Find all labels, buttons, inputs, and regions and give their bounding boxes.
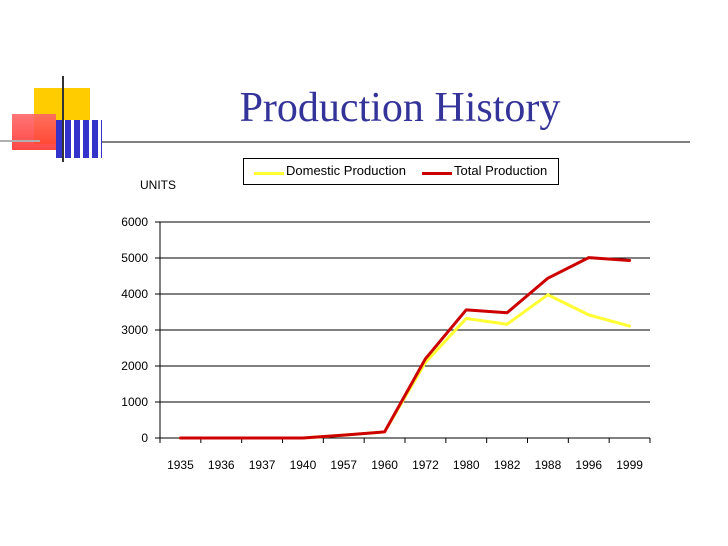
x-tick-label: 1982 xyxy=(494,458,521,472)
x-tick-label: 1936 xyxy=(208,458,235,472)
legend-label-total: Total Production xyxy=(454,163,548,178)
y-tick-label: 3000 xyxy=(121,323,148,337)
x-tick-label: 1980 xyxy=(453,458,480,472)
x-tick-label: 1960 xyxy=(371,458,398,472)
x-tick-label: 1957 xyxy=(330,458,357,472)
y-tick-label: 1000 xyxy=(121,395,148,409)
decor-vertical-line xyxy=(62,76,64,162)
x-tick-label: 1988 xyxy=(535,458,562,472)
x-tick-label: 1996 xyxy=(575,458,602,472)
page-title: Production History xyxy=(239,85,561,131)
chart-legend: Domestic Production Total Production xyxy=(243,158,559,185)
x-tick-label: 1999 xyxy=(616,458,643,472)
y-tick-label: 2000 xyxy=(121,359,148,373)
x-tick-label: 1940 xyxy=(290,458,317,472)
decor-red-square xyxy=(12,114,56,150)
y-axis-label: UNITS xyxy=(140,178,176,192)
legend-swatch-domestic xyxy=(254,172,284,175)
y-tick-label: 4000 xyxy=(121,287,148,301)
y-tick-label: 5000 xyxy=(121,251,148,265)
x-tick-label: 1937 xyxy=(249,458,276,472)
x-tick-label: 1972 xyxy=(412,458,439,472)
legend-swatch-total xyxy=(422,172,452,175)
y-tick-label: 6000 xyxy=(121,215,148,229)
legend-label-domestic: Domestic Production xyxy=(286,163,406,178)
title-divider xyxy=(102,141,690,143)
series-line-total xyxy=(178,256,632,440)
x-tick-label: 1935 xyxy=(167,458,194,472)
y-tick-label: 0 xyxy=(141,431,148,445)
title-divider-left xyxy=(0,140,40,142)
